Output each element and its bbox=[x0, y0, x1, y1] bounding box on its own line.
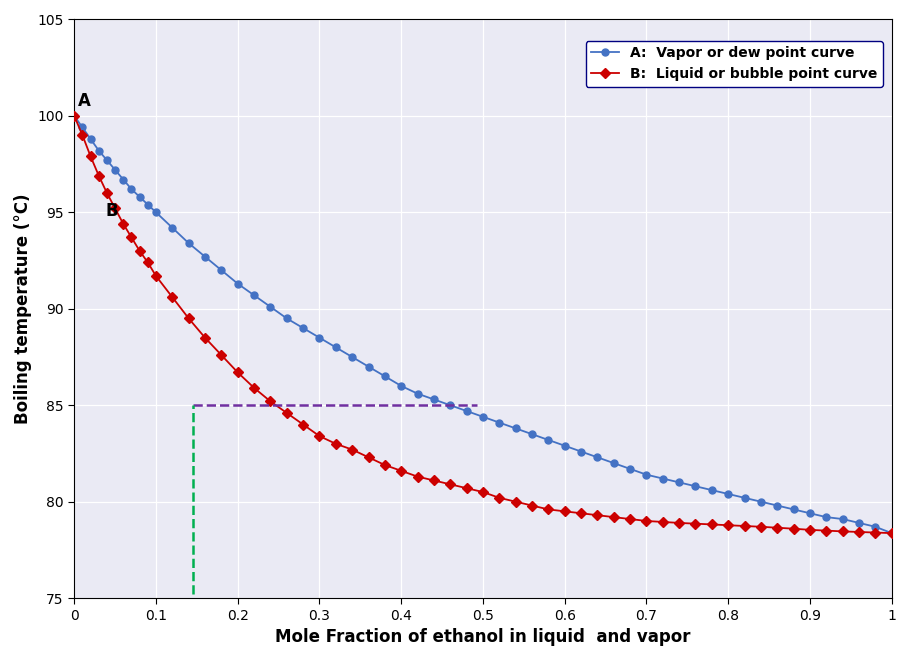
B:  Liquid or bubble point curve: (0, 100): Liquid or bubble point curve: (0, 100) bbox=[69, 112, 80, 120]
Text: B: B bbox=[106, 202, 118, 220]
Y-axis label: Boiling temperature (°C): Boiling temperature (°C) bbox=[14, 193, 32, 424]
A:  Vapor or dew point curve: (0.52, 84.1): Vapor or dew point curve: (0.52, 84.1) bbox=[494, 418, 505, 426]
A:  Vapor or dew point curve: (0, 100): Vapor or dew point curve: (0, 100) bbox=[69, 112, 80, 120]
B:  Liquid or bubble point curve: (0.01, 99): Liquid or bubble point curve: (0.01, 99) bbox=[77, 131, 88, 139]
Text: A: A bbox=[78, 92, 91, 110]
Line: A:  Vapor or dew point curve: A: Vapor or dew point curve bbox=[71, 112, 895, 537]
Line: B:  Liquid or bubble point curve: B: Liquid or bubble point curve bbox=[71, 112, 895, 537]
B:  Liquid or bubble point curve: (0.74, 78.9): Liquid or bubble point curve: (0.74, 78.… bbox=[673, 519, 684, 527]
B:  Liquid or bubble point curve: (1, 78.4): Liquid or bubble point curve: (1, 78.4) bbox=[886, 529, 897, 537]
A:  Vapor or dew point curve: (0.74, 81): Vapor or dew point curve: (0.74, 81) bbox=[673, 478, 684, 486]
A:  Vapor or dew point curve: (0.62, 82.6): Vapor or dew point curve: (0.62, 82.6) bbox=[576, 447, 587, 455]
B:  Liquid or bubble point curve: (0.62, 79.4): Liquid or bubble point curve: (0.62, 79.… bbox=[576, 510, 587, 517]
A:  Vapor or dew point curve: (0.58, 83.2): Vapor or dew point curve: (0.58, 83.2) bbox=[543, 436, 554, 444]
A:  Vapor or dew point curve: (0.3, 88.5): Vapor or dew point curve: (0.3, 88.5) bbox=[314, 334, 325, 342]
B:  Liquid or bubble point curve: (0.58, 79.6): Liquid or bubble point curve: (0.58, 79.… bbox=[543, 506, 554, 513]
B:  Liquid or bubble point curve: (0.3, 83.4): Liquid or bubble point curve: (0.3, 83.4… bbox=[314, 432, 325, 440]
B:  Liquid or bubble point curve: (0.52, 80.2): Liquid or bubble point curve: (0.52, 80.… bbox=[494, 494, 505, 502]
A:  Vapor or dew point curve: (1, 78.4): Vapor or dew point curve: (1, 78.4) bbox=[886, 529, 897, 537]
X-axis label: Mole Fraction of ethanol in liquid  and vapor: Mole Fraction of ethanol in liquid and v… bbox=[275, 628, 691, 646]
Legend: A:  Vapor or dew point curve, B:  Liquid or bubble point curve: A: Vapor or dew point curve, B: Liquid o… bbox=[586, 41, 883, 87]
A:  Vapor or dew point curve: (0.01, 99.4): Vapor or dew point curve: (0.01, 99.4) bbox=[77, 123, 88, 131]
